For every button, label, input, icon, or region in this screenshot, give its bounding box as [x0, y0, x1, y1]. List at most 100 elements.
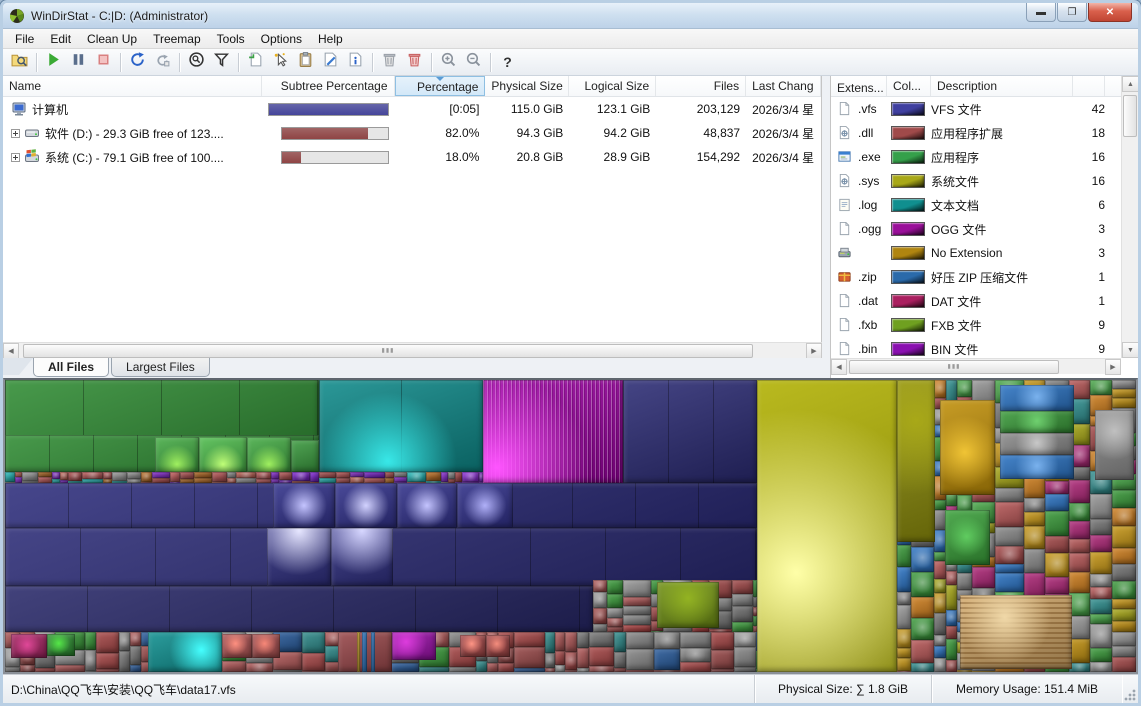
treemap-cell — [623, 606, 651, 615]
column-header-name[interactable]: Name — [3, 76, 262, 96]
column-header-subtree-percentage[interactable]: Subtree Percentage — [262, 76, 395, 96]
tab-slant-decoration — [3, 358, 33, 375]
expander-icon[interactable] — [11, 128, 20, 138]
extension-hscrollbar[interactable] — [831, 358, 1121, 375]
column-header-logical-size[interactable]: Logical Size — [569, 76, 657, 96]
treemap-cell — [1069, 663, 1090, 672]
subtree-percentage-bar — [280, 150, 389, 164]
explorer-here-button[interactable] — [268, 51, 293, 74]
resume-button[interactable] — [41, 51, 66, 74]
panel-splitter[interactable] — [822, 76, 830, 378]
extension-row[interactable]: .dll 应用程序扩展 18 — [831, 121, 1138, 145]
extension-row[interactable]: .log 文本文档 6 — [831, 193, 1138, 217]
extension-row[interactable]: .fxb FXB 文件 9 — [831, 313, 1138, 337]
treemap-cell — [614, 632, 626, 652]
directory-row[interactable]: 系统 (C:) - 79.1 GiB free of 100.... 18.0% 2… — [3, 145, 821, 169]
tab-all-files[interactable]: All Files — [33, 358, 110, 377]
menu-item-tools[interactable]: Tools — [216, 31, 245, 46]
zoom-in-button[interactable] — [436, 51, 461, 74]
color-swatch — [891, 198, 925, 212]
column-header-extens-[interactable]: Extens... — [831, 76, 887, 96]
stop-icon — [95, 51, 112, 73]
extension-row[interactable]: .bin BIN 文件 9 — [831, 337, 1138, 361]
refresh-all-button[interactable] — [125, 51, 150, 74]
column-header-count[interactable] — [1073, 76, 1105, 96]
scroll-thumb[interactable] — [1123, 95, 1137, 137]
extension-row[interactable]: .sys 系统文件 16 — [831, 169, 1138, 193]
open-button[interactable] — [7, 51, 32, 74]
extension-row[interactable]: .dat DAT 文件 1 — [831, 289, 1138, 313]
play-icon — [45, 51, 62, 73]
menu-item-options[interactable]: Options — [260, 31, 303, 46]
extension-row[interactable]: .vfs VFS 文件 42 — [831, 97, 1138, 121]
help-button[interactable]: ? — [503, 54, 512, 70]
scroll-down-icon[interactable] — [1122, 342, 1138, 358]
close-button[interactable]: ✕ — [1088, 3, 1132, 22]
column-header-description[interactable]: Description — [931, 76, 1073, 96]
scroll-left-icon[interactable] — [3, 342, 19, 359]
expander-icon[interactable] — [11, 152, 20, 162]
treemap-cell — [1112, 657, 1136, 672]
copy-path-button[interactable] — [243, 51, 268, 74]
menu-item-file[interactable]: File — [15, 31, 35, 46]
logical-value: 94.2 GiB — [603, 126, 651, 140]
menu-item-help[interactable]: Help — [318, 31, 343, 46]
treemap-cell — [82, 472, 103, 479]
extension-count: 16 — [1091, 174, 1105, 188]
treemap-cell — [911, 640, 934, 663]
stop-button[interactable] — [91, 51, 116, 74]
scroll-up-icon[interactable] — [1122, 76, 1138, 92]
treemap-cell — [734, 667, 756, 672]
menu-item-edit[interactable]: Edit — [50, 31, 72, 46]
resize-grip[interactable] — [1123, 688, 1136, 701]
column-header-percentage[interactable]: Percentage — [394, 76, 486, 96]
tab-largest-files[interactable]: Largest Files — [111, 358, 210, 377]
status-physical-size: Physical Size: ∑ 1.8 GiB — [755, 675, 932, 703]
paste-button[interactable] — [293, 51, 318, 74]
filter-button[interactable] — [209, 51, 234, 74]
treemap[interactable] — [5, 380, 1136, 672]
physical-value: 94.3 GiB — [516, 126, 564, 140]
scroll-thumb[interactable] — [849, 359, 1059, 374]
properties-button[interactable] — [343, 51, 368, 74]
directory-row[interactable]: 计算机 [0:05] 115.0 GiB 123.1 GiB 203,129 2026/3… — [3, 97, 821, 121]
column-header-physical-size[interactable]: Physical Size — [485, 76, 570, 96]
directory-row[interactable]: 软件 (D:) - 29.3 GiB free of 123.... 82.0% 9… — [3, 121, 821, 145]
treemap-cell — [732, 622, 753, 632]
color-swatch — [891, 222, 925, 236]
treemap-cell — [1090, 535, 1112, 552]
zoom-out-button[interactable] — [461, 51, 486, 74]
extension-row[interactable]: .zip 好压 ZIP 压缩文件 1 — [831, 265, 1138, 289]
treemap-cell — [55, 665, 85, 672]
edit-button[interactable] — [318, 51, 343, 74]
extension-row[interactable]: No Extension 3 — [831, 241, 1138, 265]
treemap-cell — [934, 646, 946, 658]
menu-item-treemap[interactable]: Treemap — [153, 31, 201, 46]
treemap-cell — [273, 652, 302, 670]
treemap-cell — [449, 667, 476, 672]
title-bar[interactable]: WinDirStat - C:|D: (Administrator) ▬ ❐ ✕ — [3, 3, 1138, 29]
delete-button[interactable] — [402, 51, 427, 74]
scroll-thumb[interactable] — [23, 343, 753, 358]
scroll-right-icon[interactable] — [806, 342, 822, 359]
refresh-selected-button[interactable] — [150, 51, 175, 74]
column-header-col-[interactable]: Col... — [887, 76, 931, 96]
directory-hscrollbar[interactable] — [3, 342, 822, 359]
minimize-button[interactable]: ▬ — [1026, 3, 1056, 22]
treemap-cell — [267, 528, 331, 586]
extension-row[interactable]: .ogg OGG 文件 3 — [831, 217, 1138, 241]
suspend-button[interactable] — [66, 51, 91, 74]
scroll-right-icon[interactable] — [1105, 358, 1121, 375]
extension-row[interactable]: .exe 应用程序 16 — [831, 145, 1138, 169]
column-header-last-chang[interactable]: Last Chang — [746, 76, 822, 96]
treemap-cell — [753, 580, 757, 597]
research-button[interactable] — [184, 51, 209, 74]
recycle-button[interactable] — [377, 51, 402, 74]
menu-item-clean-up[interactable]: Clean Up — [87, 31, 138, 46]
restore-button[interactable]: ❐ — [1057, 3, 1087, 22]
extension-vscrollbar[interactable] — [1121, 76, 1138, 358]
scroll-left-icon[interactable] — [831, 358, 847, 375]
gear-file-icon — [837, 125, 853, 141]
column-header-files[interactable]: Files — [656, 76, 747, 96]
treemap-cell — [5, 586, 593, 632]
